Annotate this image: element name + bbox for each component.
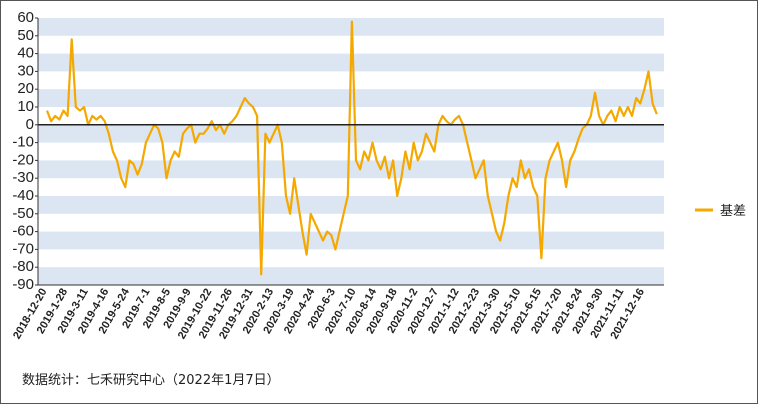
y-tick-label: -60 bbox=[12, 223, 34, 240]
y-tick-label: 10 bbox=[17, 98, 34, 115]
source-note: 数据统计：七禾研究中心（2022年1月7日） bbox=[22, 373, 280, 388]
grid-band bbox=[38, 196, 664, 214]
y-tick-label: -70 bbox=[12, 240, 34, 257]
legend-label: 基差 bbox=[720, 204, 746, 219]
y-tick-label: -50 bbox=[12, 205, 34, 222]
y-tick-label: -40 bbox=[12, 187, 34, 204]
y-tick-label: 50 bbox=[17, 27, 34, 44]
y-tick-label: -10 bbox=[12, 134, 34, 151]
y-tick-label: 40 bbox=[17, 45, 34, 62]
y-tick-label: -80 bbox=[12, 258, 34, 275]
grid-band bbox=[38, 267, 664, 285]
grid-band bbox=[38, 124, 664, 143]
y-tick-label: -20 bbox=[12, 151, 34, 168]
data-line bbox=[45, 20, 658, 276]
y-tick-label: 60 bbox=[17, 9, 34, 26]
y-tick-label: 30 bbox=[17, 62, 34, 79]
grid-band bbox=[38, 231, 664, 250]
y-tick-label: 0 bbox=[26, 116, 34, 133]
y-tick-label: -90 bbox=[12, 276, 34, 293]
y-tick-label: 20 bbox=[17, 80, 34, 97]
y-tick-label: -30 bbox=[12, 169, 34, 186]
grid-band bbox=[38, 160, 664, 179]
